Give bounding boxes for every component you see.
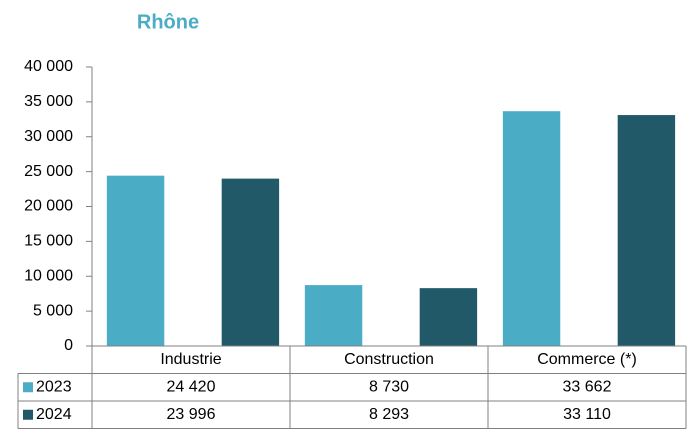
table-cell: 33 662 xyxy=(563,378,612,395)
x-tick-label: Commerce (*) xyxy=(537,351,637,368)
legend-swatch xyxy=(23,382,33,393)
table-cell: 8 730 xyxy=(369,378,409,395)
legend-label: 2024 xyxy=(36,406,72,423)
legend-swatch xyxy=(23,409,33,420)
y-tick-label: 5 000 xyxy=(33,302,73,319)
table-cell: 24 420 xyxy=(167,378,216,395)
bar xyxy=(106,175,165,346)
table-cell: 23 996 xyxy=(167,406,216,423)
y-tick-label: 10 000 xyxy=(24,267,73,284)
chart-title: Rhône xyxy=(137,11,199,33)
bar xyxy=(304,285,363,346)
y-tick-label: 20 000 xyxy=(24,198,73,215)
table-cell: 33 110 xyxy=(563,406,611,423)
bar xyxy=(221,178,280,346)
y-tick-label: 40 000 xyxy=(24,58,73,75)
y-tick-label: 15 000 xyxy=(24,233,73,250)
bar xyxy=(617,115,676,347)
bar xyxy=(502,111,561,346)
y-tick-label: 30 000 xyxy=(24,128,73,145)
y-tick-label: 35 000 xyxy=(24,93,73,110)
y-tick-label: 0 xyxy=(64,337,73,354)
y-tick-label: 25 000 xyxy=(24,163,73,180)
x-tick-label: Industrie xyxy=(160,351,221,368)
x-tick-label: Construction xyxy=(344,351,434,368)
table-cell: 8 293 xyxy=(369,406,409,423)
bar xyxy=(419,288,478,346)
legend-label: 2023 xyxy=(36,378,72,395)
